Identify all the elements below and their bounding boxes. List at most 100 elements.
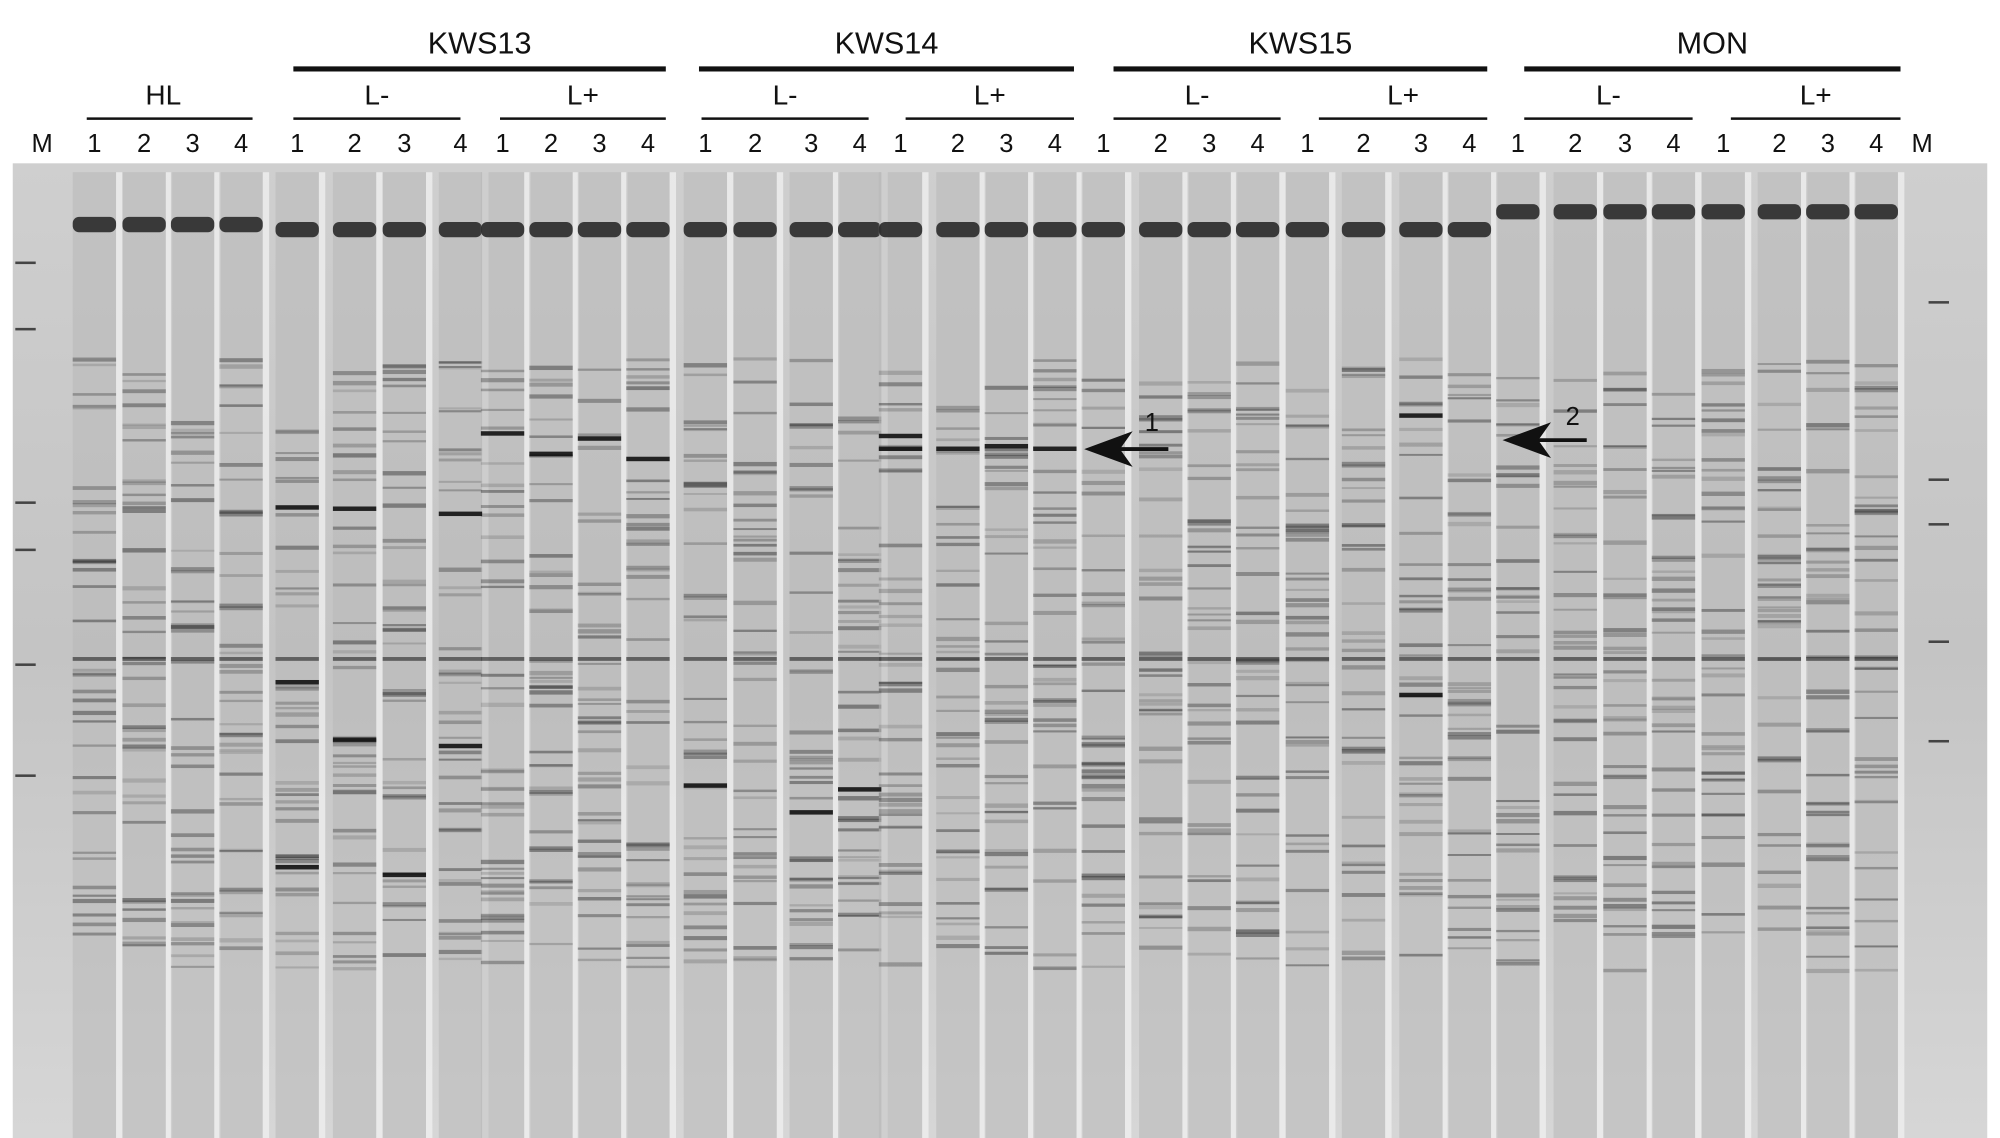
band (1496, 600, 1540, 603)
band (1854, 381, 1898, 385)
band (1553, 480, 1597, 486)
gel-lane (275, 172, 326, 1138)
band (1285, 603, 1330, 608)
band (1651, 657, 1696, 661)
lane-number: 2 (748, 130, 762, 158)
band (1757, 595, 1802, 599)
band (1603, 968, 1647, 973)
band (332, 955, 377, 958)
band (789, 780, 833, 785)
band (1854, 657, 1898, 661)
band (1341, 749, 1386, 754)
band (122, 703, 166, 708)
band (577, 771, 622, 775)
band (936, 743, 980, 748)
band (733, 836, 777, 839)
band (1341, 708, 1386, 711)
band (382, 902, 427, 906)
band (1757, 613, 1802, 618)
band (438, 736, 483, 739)
band (382, 624, 427, 627)
band (219, 772, 263, 776)
band (219, 911, 263, 914)
band (332, 389, 377, 393)
band (1081, 921, 1125, 924)
band (1806, 968, 1850, 974)
band (1854, 799, 1898, 804)
band (789, 859, 833, 862)
gel-lane (332, 172, 383, 1138)
band (122, 601, 166, 604)
band (936, 667, 980, 673)
band (1033, 424, 1077, 427)
band (1603, 646, 1647, 651)
band (529, 573, 573, 577)
band (577, 698, 622, 701)
band (1701, 629, 1745, 634)
band (1496, 799, 1540, 803)
band (683, 484, 728, 488)
band (72, 672, 117, 675)
band (984, 684, 1029, 689)
band (1806, 560, 1850, 564)
band (1651, 466, 1696, 469)
band (733, 796, 777, 800)
band (1806, 801, 1850, 805)
band (1187, 392, 1231, 396)
band (936, 795, 980, 800)
band (275, 888, 319, 892)
band (683, 936, 728, 941)
band (683, 894, 728, 899)
band (789, 402, 833, 407)
band (1757, 606, 1802, 609)
band (1496, 424, 1540, 427)
well-band (1399, 221, 1443, 238)
band (1341, 547, 1386, 551)
well-band (72, 216, 117, 233)
band (1081, 534, 1125, 538)
band (1854, 475, 1898, 479)
lane-number: 3 (1414, 130, 1428, 158)
band (577, 839, 622, 843)
arrow-1: 1 (1084, 409, 1169, 467)
band (683, 738, 728, 741)
band (332, 380, 377, 386)
band (1235, 908, 1280, 913)
band (275, 807, 319, 811)
band (1285, 388, 1330, 393)
band (1399, 682, 1443, 687)
band (480, 930, 525, 935)
band (1235, 660, 1280, 665)
band (332, 790, 377, 795)
band (936, 709, 980, 713)
band (984, 819, 1029, 824)
band (1081, 773, 1125, 778)
band (1651, 474, 1696, 479)
band (838, 914, 882, 917)
lane-number: 2 (1356, 130, 1370, 158)
band (1553, 905, 1597, 910)
band (1806, 932, 1850, 936)
band (1033, 764, 1077, 769)
marker-lane-label: M (1912, 130, 1933, 158)
lane-number: 3 (397, 130, 411, 158)
gel-lane (626, 172, 677, 1138)
band (1081, 689, 1125, 693)
well-band (332, 221, 377, 238)
band (626, 526, 670, 531)
band (1806, 813, 1850, 817)
band (1553, 913, 1597, 919)
band (438, 720, 483, 725)
band (1399, 608, 1443, 611)
well-band (275, 221, 319, 238)
band (275, 587, 319, 590)
band (626, 965, 670, 969)
band (838, 704, 882, 709)
band (683, 373, 728, 377)
band (1187, 906, 1231, 911)
band (789, 591, 833, 594)
band (438, 669, 483, 674)
band (789, 749, 833, 754)
band (480, 579, 525, 584)
band (1603, 933, 1647, 936)
